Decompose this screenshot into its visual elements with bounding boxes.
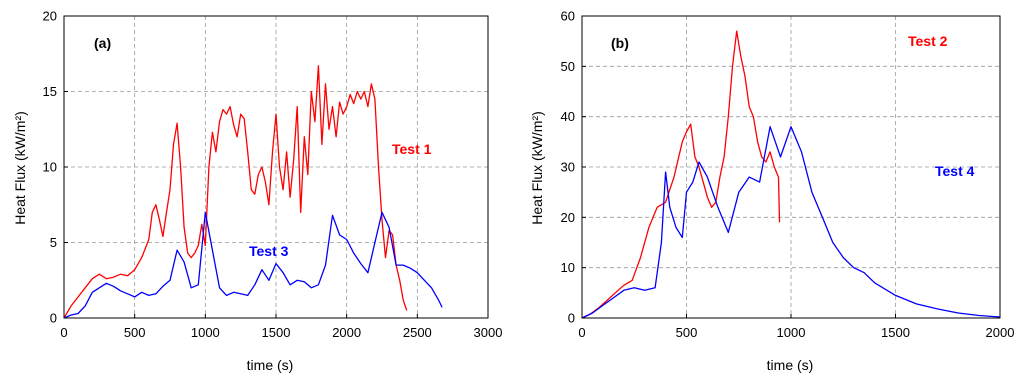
x-tick-label: 2000 [986, 325, 1015, 340]
y-tick-label: 10 [43, 160, 57, 175]
series-label-test1: Test 1 [392, 141, 432, 157]
y-tick-label: 15 [43, 84, 57, 99]
y-tick-label: 50 [561, 59, 575, 74]
y-tick-label: 30 [561, 160, 575, 175]
y-tick-label: 20 [561, 210, 575, 225]
y-tick-label: 0 [50, 311, 57, 326]
x-tick-label: 1000 [191, 325, 220, 340]
panel-label-b: (b) [611, 35, 629, 51]
series-label-test3: Test 3 [249, 243, 289, 259]
series-label-test4: Test 4 [935, 163, 975, 179]
x-axis-label-b: time (s) [767, 357, 814, 373]
x-tick-label: 500 [124, 325, 146, 340]
x-tick-label: 1500 [881, 325, 910, 340]
series-line-test4 [581, 126, 1001, 319]
x-tick-label: 1500 [262, 325, 291, 340]
x-tick-label: 3000 [474, 325, 503, 340]
y-tick-label: 20 [43, 9, 57, 24]
x-tick-label: 0 [578, 325, 585, 340]
gridlines-a [64, 16, 488, 318]
chart-panel-a: (a) time (s) Heat Flux (kW/m²) Test 1 Te… [12, 9, 502, 374]
chart-panel-b: (b) time (s) Heat Flux (kW/m²) Test 2 Te… [529, 9, 1014, 374]
y-tick-label: 0 [568, 311, 575, 326]
x-axis-label-a: time (s) [247, 357, 294, 373]
x-tick-label: 2000 [332, 325, 361, 340]
x-tick-label: 1000 [777, 325, 806, 340]
y-tick-label: 40 [561, 109, 575, 124]
series-line-test2 [581, 30, 781, 319]
x-tick-label: 0 [60, 325, 67, 340]
panel-label-a: (a) [94, 35, 111, 51]
y-tick-label: 5 [50, 235, 57, 250]
series-label-test2: Test 2 [908, 33, 948, 49]
y-axis-label-a: Heat Flux (kW/m²) [12, 111, 28, 225]
series-line-test1 [63, 65, 408, 319]
y-axis-label-b: Heat Flux (kW/m²) [529, 111, 545, 225]
y-tick-label: 10 [561, 260, 575, 275]
gridlines-b [582, 16, 1000, 318]
x-tick-label: 2500 [403, 325, 432, 340]
x-tick-label: 500 [676, 325, 698, 340]
y-tick-label: 60 [561, 9, 575, 24]
series-line-test3 [63, 211, 443, 319]
